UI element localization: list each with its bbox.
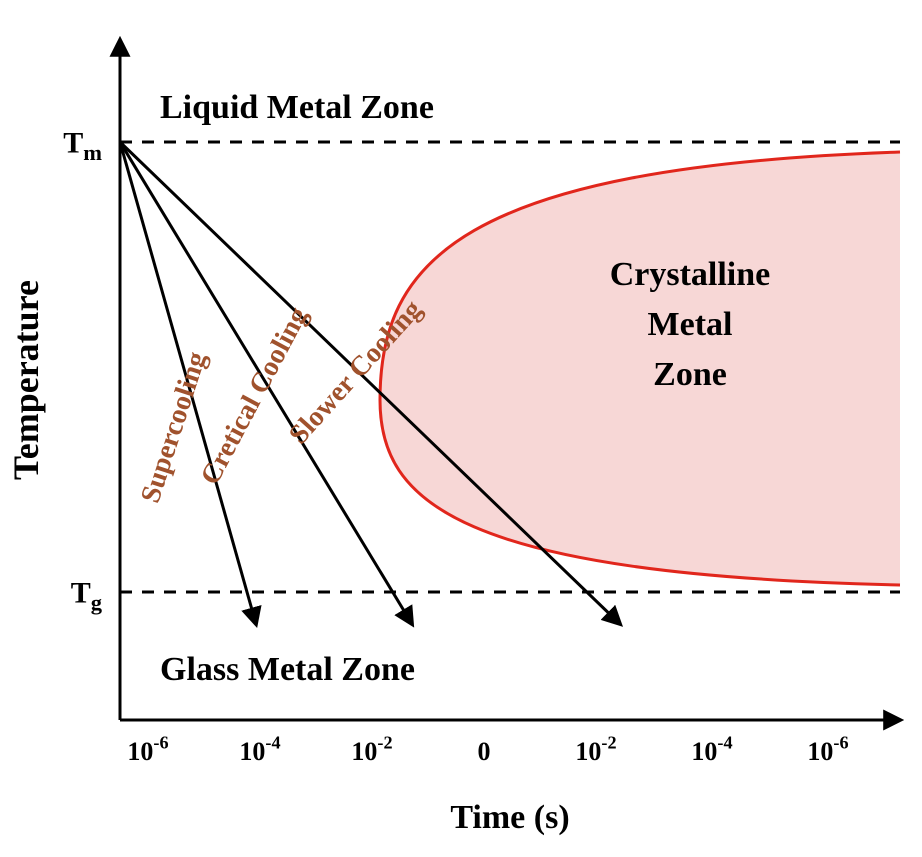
x-tick-4: 10-2 — [575, 732, 616, 766]
x-tick-2: 10-2 — [351, 732, 392, 766]
x-tick-5: 10-4 — [691, 732, 732, 766]
glass-zone-label: Glass Metal Zone — [160, 651, 415, 688]
liquid-zone-label: Liquid Metal Zone — [160, 89, 434, 126]
x-tick-1: 10-4 — [239, 732, 280, 766]
ttt-diagram: 10-6 10-4 10-2 0 10-2 10-4 10-6 Time (s) Tm Tg Tem… — [0, 0, 922, 857]
y-tick-1: Tg — [71, 577, 103, 616]
y-axis-title: Temperature — [6, 280, 46, 480]
x-axis-title: Time (s) — [450, 799, 569, 836]
critical-label: Cretical Cooling — [195, 302, 314, 490]
crystalline-zone-label-1: Metal — [648, 306, 733, 343]
x-tick-3: 0 — [478, 737, 491, 766]
crystalline-zone-label-2: Zone — [653, 356, 727, 393]
x-tick-6: 10-6 — [807, 732, 848, 766]
y-tick-0: Tm — [63, 127, 102, 166]
x-tick-0: 10-6 — [127, 732, 168, 766]
crystalline-zone-label-0: Crystalline — [610, 256, 771, 293]
